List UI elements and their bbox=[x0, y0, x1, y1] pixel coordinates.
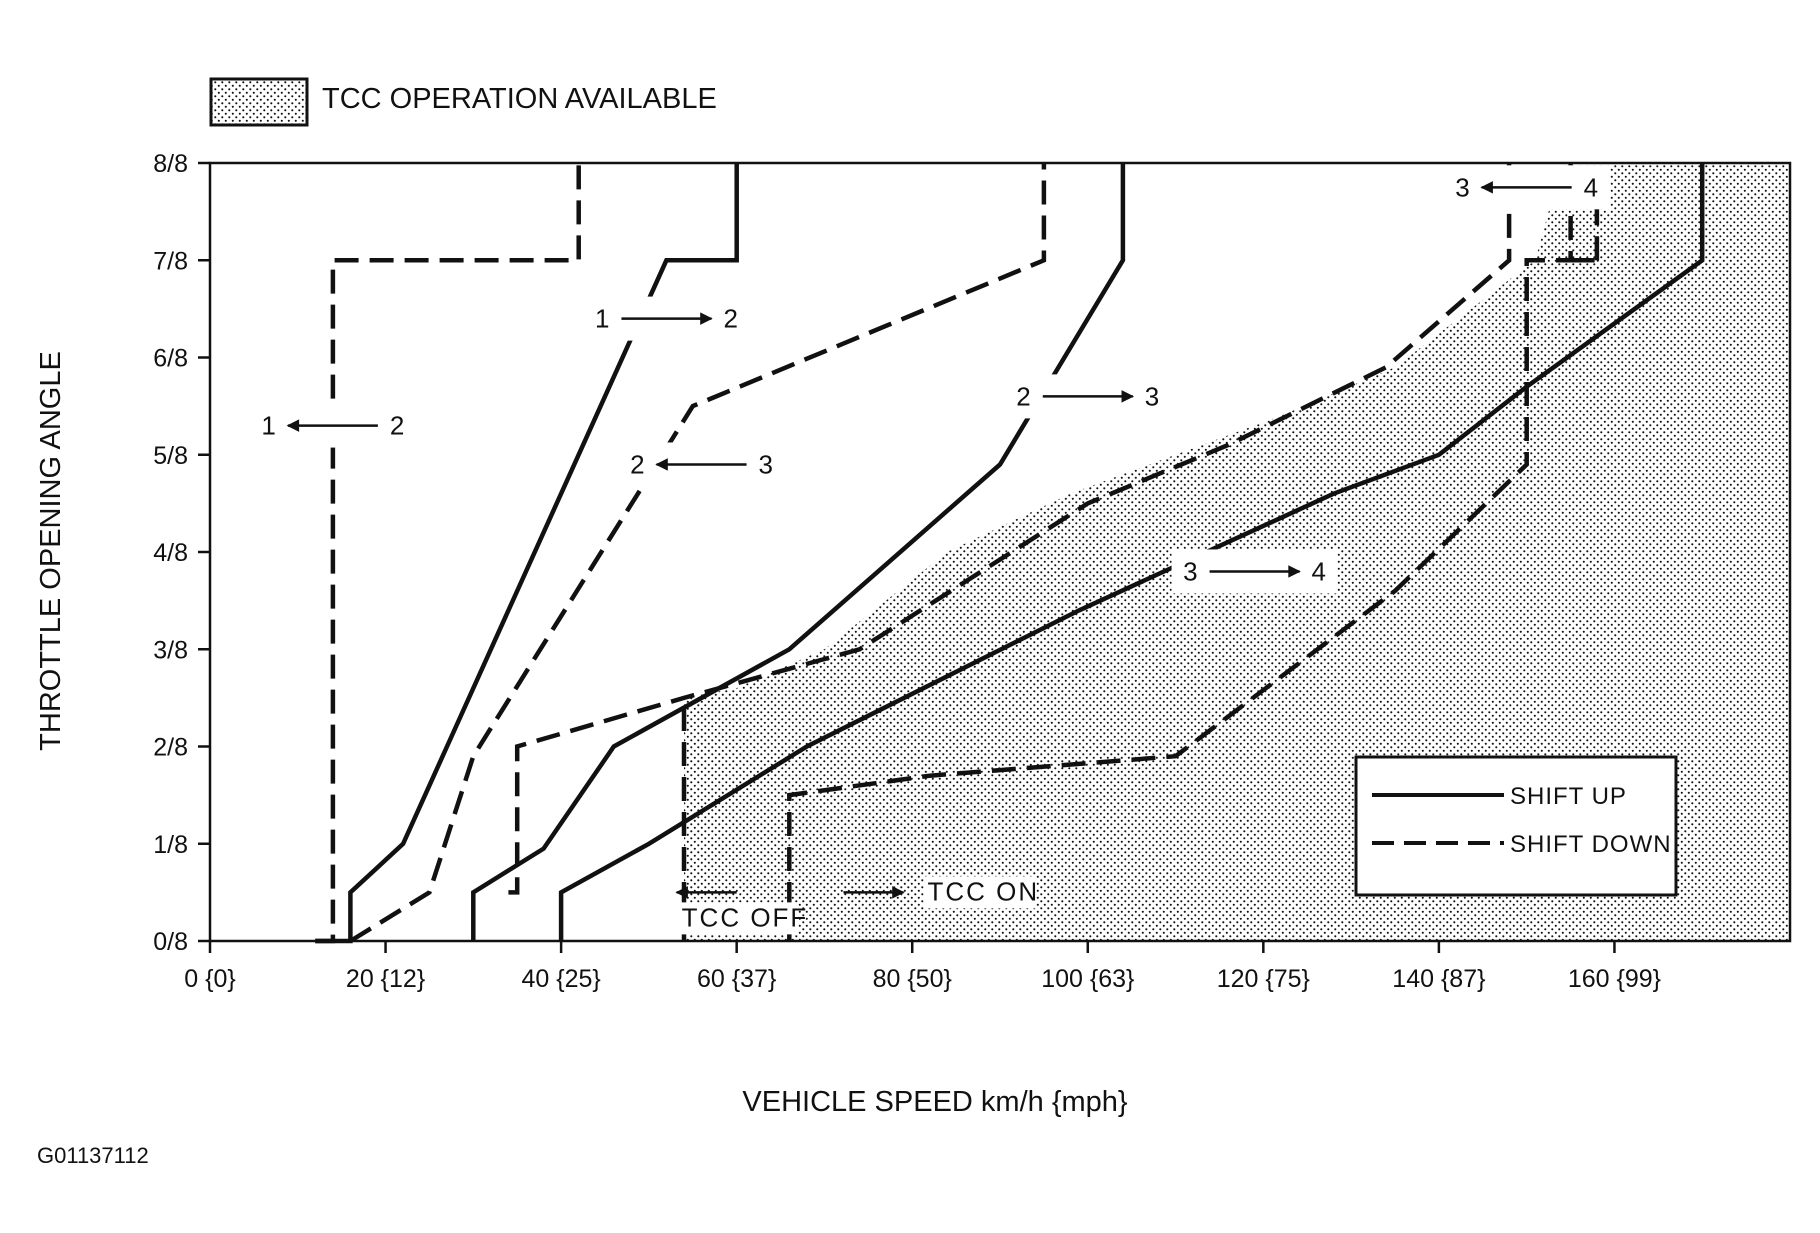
annotation-gear-left: 1 bbox=[595, 304, 609, 334]
annotation-gear-left: 2 bbox=[630, 449, 644, 479]
figure-id: G01137112 bbox=[37, 1143, 149, 1168]
annotation-gear-left: 2 bbox=[1016, 381, 1030, 411]
annotation-gear-right: 2 bbox=[723, 304, 737, 334]
shift-down-line-2 bbox=[349, 163, 1047, 943]
annotation-label-bg bbox=[923, 876, 1036, 909]
tcc-region-label: TCC OPERATION AVAILABLE bbox=[322, 83, 717, 115]
x-tick-label: 0 {0} bbox=[184, 965, 235, 993]
y-axis-title: THROTTLE OPENING ANGLE bbox=[35, 351, 67, 751]
annotation-label-bg bbox=[677, 902, 798, 935]
tcc-region-swatch bbox=[209, 77, 309, 127]
x-axis-title: VEHICLE SPEED km/h {mph} bbox=[742, 1086, 1128, 1118]
x-tick-label: 140 {87} bbox=[1392, 965, 1485, 993]
legend-box bbox=[1354, 755, 1678, 897]
x-tick-label: 20 {12} bbox=[346, 965, 425, 993]
annotation-gear-right: 4 bbox=[1584, 172, 1598, 202]
shift-up-line-3 bbox=[471, 163, 1126, 941]
annotation-gear-right: 3 bbox=[759, 449, 773, 479]
shift-down-line-1 bbox=[315, 163, 581, 944]
shift-up-line-0 bbox=[315, 163, 739, 944]
y-tick-label: 6/8 bbox=[153, 345, 188, 373]
legend-label: SHIFT DOWN bbox=[1510, 831, 1672, 858]
annotation-gear-right: 3 bbox=[1145, 381, 1159, 411]
x-tick-label: 120 {75} bbox=[1217, 965, 1310, 993]
y-tick-label: 3/8 bbox=[153, 636, 188, 664]
plot-area: 0 {0} 20 {12} 40 {25} 60 {37} 80 {50} 100 {63… bbox=[153, 150, 1792, 993]
shift-down-line-4 bbox=[508, 163, 1512, 895]
annotation-gear-right: 2 bbox=[390, 411, 404, 441]
x-tick-label: 80 {50} bbox=[873, 965, 952, 993]
annotation-gear-left: 3 bbox=[1183, 556, 1197, 586]
y-tick-label: 4/8 bbox=[153, 539, 188, 567]
y-tick-label: 7/8 bbox=[153, 247, 188, 275]
y-tick-label: 1/8 bbox=[153, 831, 188, 859]
shift-down-line-6 bbox=[787, 163, 1573, 941]
annotation-gear-left: 3 bbox=[1455, 172, 1469, 202]
annotation-gear-right: 4 bbox=[1312, 556, 1326, 586]
legend-label: SHIFT UP bbox=[1510, 783, 1627, 810]
x-tick-label: 100 {63} bbox=[1041, 965, 1134, 993]
x-tick-label: 40 {25} bbox=[521, 965, 600, 993]
annotation-gear-left: 1 bbox=[261, 411, 275, 441]
annotation-label: TCC ON bbox=[927, 876, 1039, 906]
x-tick-label: 160 {99} bbox=[1568, 965, 1661, 993]
y-tick-label: 8/8 bbox=[153, 150, 188, 178]
x-tick-label: 60 {37} bbox=[697, 965, 776, 993]
annotation-label: TCC OFF bbox=[682, 902, 809, 932]
y-tick-label: 5/8 bbox=[153, 442, 188, 470]
y-tick-label: 2/8 bbox=[153, 734, 188, 762]
y-tick-label: 0/8 bbox=[153, 928, 188, 956]
